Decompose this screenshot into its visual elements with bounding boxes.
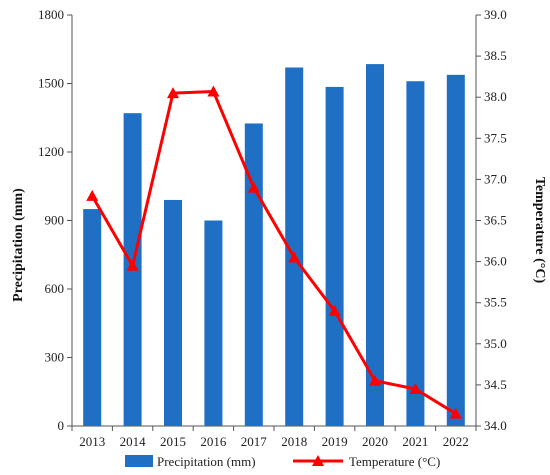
x-tick-label: 2016 [200,434,227,449]
bar-2021 [406,81,425,426]
left-tick-label: 300 [45,350,65,365]
left-tick-label: 1800 [38,7,64,22]
right-tick-label: 35.0 [484,336,507,351]
temperature-point-2019 [328,304,341,316]
right-tick-label: 36.0 [484,254,507,269]
temperature-point-2021 [409,383,422,395]
legend-temperature-marker [312,455,324,466]
legend-precipitation-label: Precipitation (mm) [157,454,256,469]
right-tick-label: 38.0 [484,89,507,104]
right-tick-label: 39.0 [484,7,507,22]
left-tick-label: 600 [45,281,65,296]
left-axis-ticks: 0 300 600 900 1200 1500 1800 [38,7,72,433]
x-tick-label: 2015 [160,434,186,449]
x-tick-label: 2013 [79,434,105,449]
bar-2016 [204,220,223,426]
temperature-point-2014 [126,259,139,271]
bar-2018 [285,67,304,427]
x-tick-label: 2019 [322,434,348,449]
left-axis-title: Precipitation (mm) [11,188,26,302]
temperature-line [86,85,462,419]
x-tick-label: 2014 [120,434,147,449]
bar-2013 [83,209,102,426]
left-tick-label: 1200 [38,144,64,159]
x-tick-label: 2021 [402,434,428,449]
left-tick-label: 900 [45,213,65,228]
bar-2015 [164,199,182,426]
temperature-point-2016 [207,85,220,97]
right-tick-label: 37.5 [484,130,507,145]
precipitation-bars [83,64,465,427]
legend-precipitation-swatch [125,455,153,467]
bar-2022 [446,74,465,426]
temperature-line-path [90,89,457,415]
x-axis-ticks: 2013 2014 2015 2016 2017 2018 2019 2020 2021 2022 [71,426,477,449]
x-tick-label: 2022 [443,434,469,449]
right-axis-title: Temperature (°C) [532,177,547,284]
left-tick-label: 0 [58,418,65,433]
x-tick-label: 2018 [281,434,307,449]
right-tick-label: 36.5 [484,213,507,228]
right-tick-label: 35.5 [484,295,507,310]
legend: Precipitation (mm) Temperature (°C) [125,454,440,469]
left-tick-label: 1500 [38,76,64,91]
temperature-point-2018 [288,251,301,263]
temperature-point-2015 [167,87,179,99]
x-tick-label: 2020 [362,434,388,449]
bar-2019 [325,86,344,427]
right-tick-label: 38.5 [484,48,507,63]
temperature-point-2017 [247,181,260,193]
right-tick-label: 34.0 [484,418,507,433]
temperature-point-2022 [449,407,462,419]
right-axis-ticks: 34.0 34.5 35.0 35.5 36.0 36.5 37.0 37.5 38.0 38.5… [476,7,507,433]
temperature-point-2013 [86,189,99,201]
temperature-point-2020 [369,374,381,386]
x-tick-label: 2017 [241,434,268,449]
bar-2017 [244,123,263,426]
bar-2020 [366,64,384,426]
legend-temperature-label: Temperature (°C) [349,454,440,469]
right-tick-label: 37.0 [484,171,507,186]
right-tick-label: 34.5 [484,377,507,392]
